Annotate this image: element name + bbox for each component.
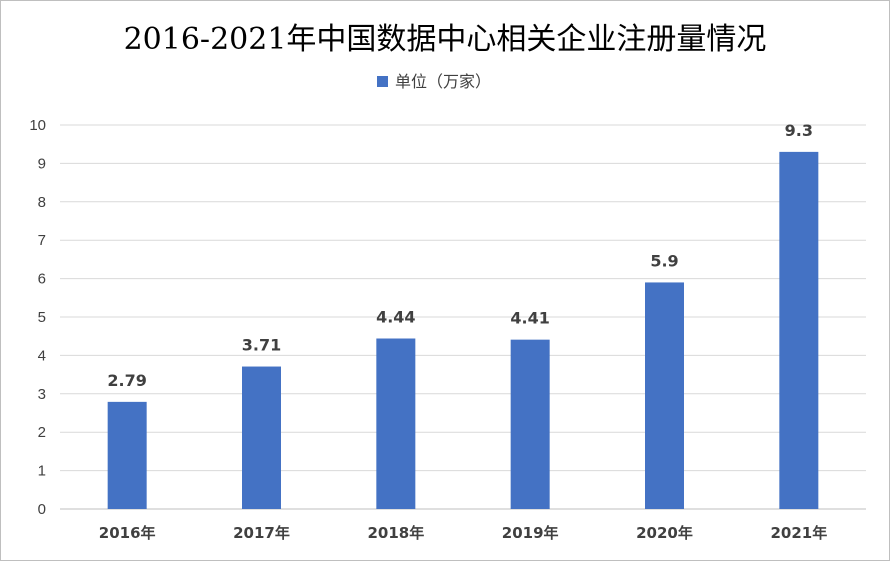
bar [107, 401, 147, 509]
gridlines [60, 124, 866, 510]
x-tick-label: 2017年 [233, 524, 290, 542]
y-tick-label: 7 [38, 232, 46, 249]
y-tick-label: 1 [38, 463, 46, 480]
legend: 单位（万家） [377, 72, 491, 91]
data-label: 4.41 [510, 309, 549, 328]
bar [510, 339, 550, 509]
y-tick-label: 9 [38, 155, 46, 172]
x-tick-label: 2019年 [502, 524, 559, 542]
data-label: 3.71 [242, 336, 281, 355]
legend-swatch [377, 76, 388, 87]
y-tick-label: 3 [38, 386, 46, 403]
y-axis-ticks: 0 1 2 3 4 5 6 7 8 9 10 [29, 117, 46, 518]
y-tick-label: 10 [29, 117, 46, 134]
y-tick-label: 8 [38, 194, 46, 211]
y-tick-label: 5 [38, 309, 46, 326]
chart-title: 2016-2021年中国数据中心相关企业注册量情况 [124, 22, 767, 57]
y-tick-label: 2 [38, 424, 46, 441]
x-axis-ticks: 2016年 2017年 2018年 2019年 2020年 2021年 [99, 524, 827, 542]
legend-label: 单位（万家） [395, 72, 491, 91]
bar [376, 338, 416, 509]
data-label: 5.9 [650, 251, 678, 270]
bar [645, 282, 684, 509]
y-tick-label: 0 [38, 501, 46, 518]
bars [107, 151, 819, 509]
x-tick-label: 2021年 [770, 524, 827, 542]
bar [242, 366, 281, 509]
data-label: 2.79 [107, 371, 146, 390]
y-tick-label: 4 [38, 347, 46, 364]
y-tick-label: 6 [38, 271, 46, 288]
data-label: 9.3 [785, 121, 813, 140]
x-tick-label: 2018年 [367, 524, 424, 542]
data-labels: 2.79 3.71 4.44 4.41 5.9 9.3 [107, 121, 813, 390]
bar [779, 151, 819, 509]
x-tick-label: 2020年 [636, 524, 693, 542]
data-label: 4.44 [376, 308, 415, 327]
x-tick-label: 2016年 [99, 524, 156, 542]
